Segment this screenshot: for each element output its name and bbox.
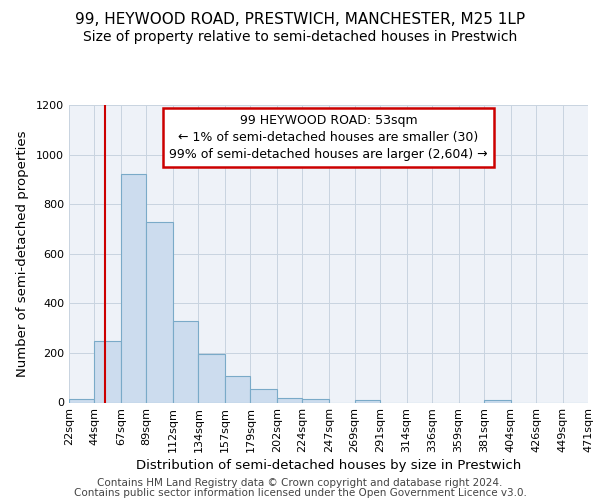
Y-axis label: Number of semi-detached properties: Number of semi-detached properties — [16, 130, 29, 377]
Bar — [146, 222, 173, 402]
Text: 99 HEYWOOD ROAD: 53sqm
← 1% of semi-detached houses are smaller (30)
99% of semi: 99 HEYWOOD ROAD: 53sqm ← 1% of semi-deta… — [169, 114, 488, 161]
Text: Size of property relative to semi-detached houses in Prestwich: Size of property relative to semi-detach… — [83, 30, 517, 44]
Bar — [199, 354, 225, 403]
Bar — [302, 399, 329, 402]
Bar — [94, 340, 121, 402]
Bar — [484, 400, 511, 402]
Text: Contains HM Land Registry data © Crown copyright and database right 2024.: Contains HM Land Registry data © Crown c… — [97, 478, 503, 488]
Text: 99, HEYWOOD ROAD, PRESTWICH, MANCHESTER, M25 1LP: 99, HEYWOOD ROAD, PRESTWICH, MANCHESTER,… — [75, 12, 525, 28]
Text: Contains public sector information licensed under the Open Government Licence v3: Contains public sector information licen… — [74, 488, 526, 498]
Bar — [69, 399, 94, 402]
Bar — [277, 398, 302, 402]
Bar — [250, 389, 277, 402]
Bar — [225, 376, 250, 402]
Bar — [355, 400, 380, 402]
Bar — [173, 320, 199, 402]
X-axis label: Distribution of semi-detached houses by size in Prestwich: Distribution of semi-detached houses by … — [136, 460, 521, 472]
Bar — [121, 174, 146, 402]
